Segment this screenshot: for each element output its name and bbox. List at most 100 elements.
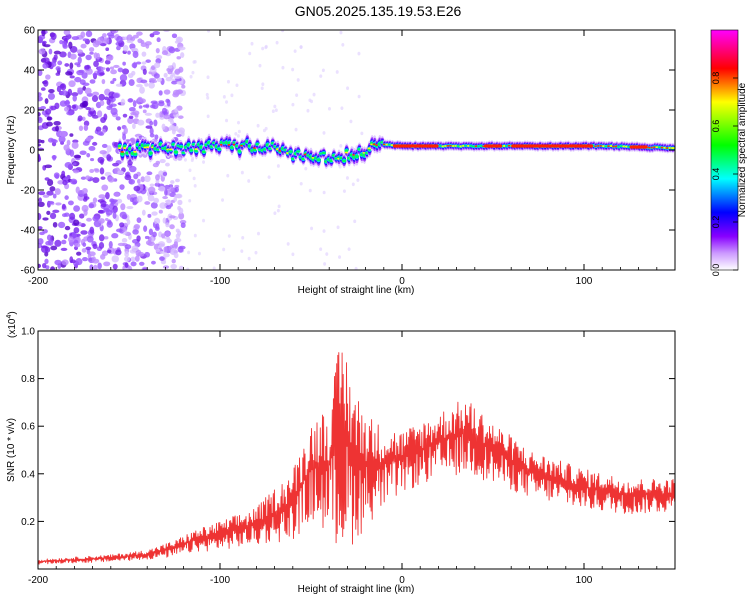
- spectrogram-ylabel: Frequency (Hz): [6, 116, 17, 185]
- spectrogram-scatter-point: [163, 114, 170, 120]
- spectrogram-scatter-point: [40, 245, 48, 249]
- spectrogram-scatter-point: [134, 255, 140, 262]
- spectrogram-scatter-point: [55, 66, 61, 71]
- spectrogram-scatter-point: [69, 178, 78, 185]
- spectrogram-scatter-point: [83, 192, 88, 199]
- spectrogram-scatter-point: [97, 66, 102, 74]
- spectrogram-faint-point: [340, 106, 344, 110]
- spectrogram-faint-point: [319, 74, 323, 78]
- spectrogram-scatter-point: [106, 145, 112, 153]
- spectrogram-scatter-point: [136, 217, 142, 223]
- spectrogram-scatter-point: [80, 230, 88, 235]
- spectrogram-scatter-point: [158, 209, 163, 214]
- spectrogram-scatter-point: [85, 106, 92, 111]
- spectrogram-scatter-point: [96, 130, 103, 136]
- spectrogram-scatter-point: [155, 179, 160, 184]
- spectrogram-ytick-label: 0: [29, 146, 35, 157]
- spectrogram-scatter-point: [41, 30, 46, 37]
- spectrogram-faint-point: [306, 108, 310, 113]
- spectrogram-faint-point: [335, 70, 339, 74]
- spectrogram-scatter-point: [168, 186, 174, 192]
- spectrogram-scatter-point: [58, 135, 66, 143]
- spectrogram-scatter-point: [155, 58, 162, 64]
- snr-marks: [38, 352, 675, 565]
- spectrogram-scatter-point: [90, 109, 97, 117]
- spectrogram-scatter-point: [173, 75, 181, 79]
- spectrogram-faint-point: [338, 255, 342, 259]
- spectrogram-scatter-point: [43, 44, 51, 48]
- spectrogram-scatter-point: [144, 251, 151, 258]
- spectrogram-scatter-point: [44, 258, 49, 264]
- spectrogram-faint-point: [247, 179, 251, 183]
- spectrogram-scatter-point: [41, 40, 47, 45]
- spectrogram-scatter-point: [81, 116, 86, 121]
- spectrogram-scatter-point: [135, 84, 143, 88]
- spectrogram-scatter-point: [89, 226, 95, 235]
- spectrogram-scatter-point: [105, 67, 110, 72]
- spectrogram-scatter-point: [153, 119, 158, 127]
- spectrogram-faint-point: [226, 173, 230, 178]
- spectrogram-scatter-point: [86, 235, 94, 243]
- spectrogram-scatter-point: [132, 100, 137, 108]
- spectrogram-scatter-point: [163, 89, 171, 95]
- spectrogram-scatter-point: [162, 265, 170, 269]
- spectrogram-marks: [38, 30, 675, 270]
- spectrogram-scatter-point: [86, 153, 91, 158]
- spectrogram-scatter-point: [122, 113, 128, 118]
- spectrogram-scatter-point: [38, 48, 46, 55]
- spectrogram-scatter-point: [130, 256, 136, 262]
- spectrogram-scatter-point: [175, 193, 183, 199]
- spectrogram-scatter-point: [153, 73, 160, 79]
- spectrogram-scatter-point: [68, 80, 76, 88]
- spectrogram-scatter-point: [124, 250, 129, 258]
- spectrogram-band-cell: [120, 152, 125, 156]
- spectrogram-faint-point: [323, 262, 327, 266]
- spectrogram-scatter-point: [61, 90, 68, 96]
- spectrogram-scatter-point: [112, 77, 117, 82]
- spectrogram-scatter-point: [128, 79, 135, 87]
- spectrogram-faint-point: [234, 131, 238, 136]
- spectrogram-scatter-point: [141, 61, 147, 65]
- spectrogram-faint-point: [351, 182, 355, 187]
- spectrogram-scatter-point: [132, 201, 137, 206]
- spectrogram-scatter-point: [43, 57, 50, 64]
- spectrogram-xtick-label: -100: [210, 276, 230, 287]
- spectrogram-scatter-point: [121, 238, 128, 243]
- spectrogram-faint-point: [291, 102, 295, 107]
- spectrogram-band-cell: [132, 153, 138, 156]
- spectrogram-scatter-point: [115, 249, 122, 256]
- spectrogram-scatter-point: [152, 231, 157, 238]
- spectrogram-band-cell: [296, 150, 301, 153]
- spectrogram-band-cell: [344, 149, 349, 152]
- spectrogram-faint-point: [267, 175, 271, 179]
- spectrogram-scatter-point: [104, 217, 109, 222]
- spectrogram-scatter-point: [80, 31, 86, 38]
- spectrogram-scatter-point: [143, 225, 148, 232]
- spectrogram-scatter-point: [38, 212, 42, 221]
- spectrogram-scatter-point: [46, 210, 51, 215]
- spectrogram-faint-point: [294, 127, 298, 132]
- spectrogram-scatter-point: [62, 213, 67, 218]
- spectrogram-scatter-point: [45, 74, 51, 80]
- spectrogram-scatter-point: [63, 234, 68, 239]
- spectrogram-scatter-point: [53, 50, 61, 55]
- spectrogram-scatter-point: [111, 30, 119, 34]
- spectrogram-faint-point: [299, 45, 303, 49]
- spectrogram-scatter-point: [113, 192, 120, 197]
- spectrogram-scatter-point: [140, 176, 146, 183]
- spectrogram-scatter-point: [73, 227, 80, 234]
- spectrogram-scatter-point: [92, 91, 100, 96]
- spectrogram-scatter-point: [155, 174, 160, 181]
- spectrogram-scatter-point: [61, 239, 67, 245]
- spectrogram-scatter-point: [123, 256, 130, 262]
- spectrogram-faint-point: [212, 266, 216, 270]
- colorbar-label: Normalized spectral amplitude: [737, 82, 748, 217]
- spectrogram-scatter-point: [98, 242, 105, 249]
- spectrogram-faint-point: [276, 208, 280, 213]
- snr-axes: -200 -100 0 100 0.2 0.4 0.6 0.8 1.0: [21, 327, 675, 586]
- spectrogram-scatter-point: [67, 88, 73, 96]
- snr-panel: -200 -100 0 100 0.2 0.4 0.6 0.8 1.0 Height of st…: [6, 311, 676, 595]
- spectrogram-scatter-point: [93, 52, 98, 59]
